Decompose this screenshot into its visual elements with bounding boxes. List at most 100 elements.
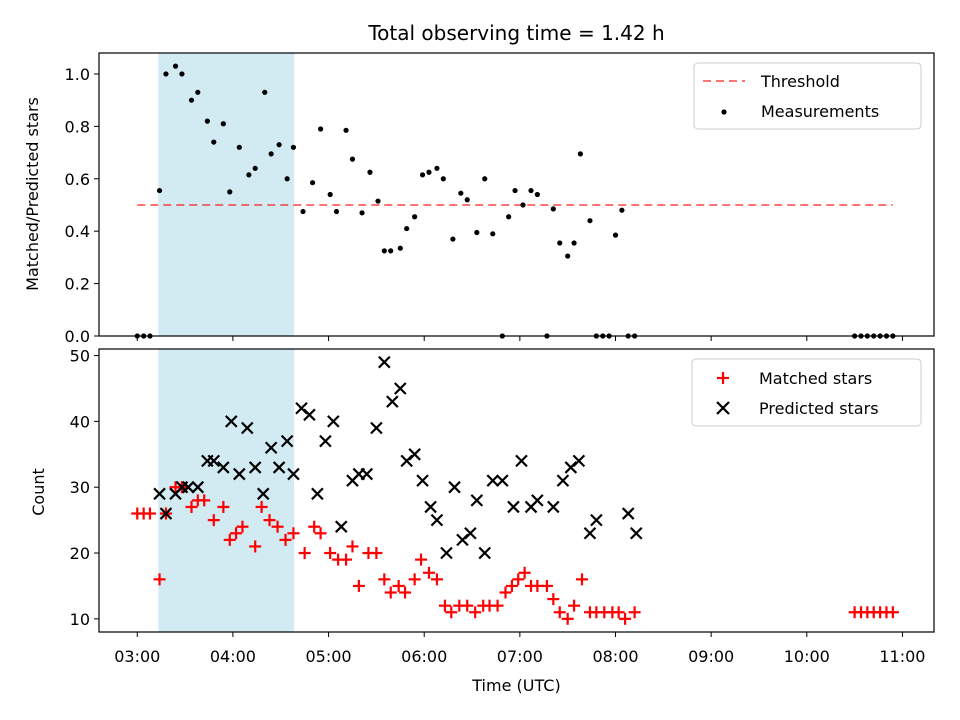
measurement-point [397,245,403,251]
predicted-star-marker [515,454,528,468]
measurement-point [349,156,356,162]
matched-star-marker [346,540,359,553]
measurement-point [619,207,625,213]
matched-star-marker [249,540,262,553]
top-axes-frame [98,52,935,337]
measurement-point [528,187,534,194]
matched-star-marker [298,547,311,560]
matched-stars-points [131,481,899,625]
measurement-point [300,208,306,215]
matched-star-marker [518,566,531,579]
measurement-point [612,232,619,238]
measurement-point [252,165,258,171]
measurement-point [262,89,268,95]
predicted-star-marker [287,467,300,481]
predicted-star-marker [416,474,429,487]
matched-star-marker [461,599,474,612]
predicted-star-marker [590,513,603,527]
matched-star-marker [561,612,574,625]
bottom-y-tick-label: 10 [70,610,90,629]
measurement-point [333,208,340,215]
measurement-point [419,172,426,178]
matched-star-marker [619,612,632,625]
top-y-tick-label: 0.6 [65,170,90,189]
matched-star-marker [408,573,421,586]
bottom-y-axis-label: Count [29,468,48,516]
matched-star-marker [505,579,518,592]
matched-star-marker [399,586,412,599]
predicted-star-marker [240,421,254,435]
measurement-point [236,144,242,150]
bottom-x-ticks: 03:00 04:00 05:00 06:00 07:00 08:00 09:00 10:00… [114,632,925,666]
predicted-star-marker [280,434,294,448]
predicted-star-marker [370,421,383,435]
matched-star-marker [287,527,300,540]
matched-star-marker [340,553,353,566]
predicted-star-marker [303,408,316,422]
matched-star-marker [185,500,198,513]
predicted-star-marker [448,480,461,494]
measurement-point [571,240,577,246]
measurement-point [211,139,217,145]
bottom-axes-frame [98,348,935,633]
matched-star-marker [392,579,405,592]
x-axis-label: Time (UTC) [471,676,560,695]
matched-star-marker [370,547,383,560]
matched-star-marker [378,573,391,586]
matched-star-marker [255,500,268,513]
measurements-points [134,63,896,339]
matched-star-marker [553,606,566,619]
predicted-star-marker [556,474,570,487]
legend-predicted-swatch [716,401,730,415]
matched-star-marker [415,553,428,566]
predicted-star-marker [191,480,205,494]
matched-star-marker [422,566,435,579]
measurement-point [309,180,316,186]
measurement-point [520,202,526,208]
predicted-star-marker [159,507,173,520]
chart-title: Total observing time = 1.42 h [367,21,664,45]
predicted-star-marker [233,467,246,481]
bottom-legend: Matched stars Predicted stars [691,358,922,427]
ratio-panel: Total observing time = 1.42 h 0.00.20.40… [23,21,935,346]
predicted-star-marker [181,480,195,494]
predicted-star-marker [621,507,635,520]
measurement-point [434,165,440,171]
measurement-point [172,63,179,69]
measurement-point [246,172,252,178]
legend-measurements-swatch [721,109,727,115]
measurement-point [550,206,556,212]
matched-star-marker [540,579,553,592]
predicted-star-marker [430,513,444,527]
predicted-star-marker [225,415,238,428]
count-panel: 10 20 30 40 50 03:00 04:00 05:00 06:00 07:00 08:0… [29,347,935,695]
matched-star-marker [236,520,249,533]
predicted-star-marker [360,467,374,481]
x-tick-label: 04:00 [210,647,256,666]
predicted-star-marker [334,520,348,533]
measurement-point [557,240,563,246]
observing-span-top [158,53,295,336]
predicted-star-marker [507,500,520,514]
predicted-star-marker [629,527,643,540]
matched-star-marker [628,606,641,619]
measurement-point [426,169,432,175]
bottom-y-tick-label: 20 [70,544,90,563]
measurement-point [327,191,333,198]
predicted-star-marker [478,546,492,560]
x-tick-label: 06:00 [401,647,447,666]
predicted-star-marker [440,546,453,560]
measurement-point [512,187,518,194]
measurement-point [534,191,540,198]
bottom-legend-box [691,358,922,427]
top-y-axis-label: Matched/Predicted stars [23,97,42,291]
measurement-point [381,248,387,254]
measurement-point [474,229,480,236]
matched-star-marker [207,514,220,527]
top-x-ticks [136,336,903,341]
top-y-tick-label: 0.4 [65,222,90,241]
measurement-point [587,218,593,224]
predicted-star-marker [486,474,500,487]
predicted-star-marker [464,527,477,540]
